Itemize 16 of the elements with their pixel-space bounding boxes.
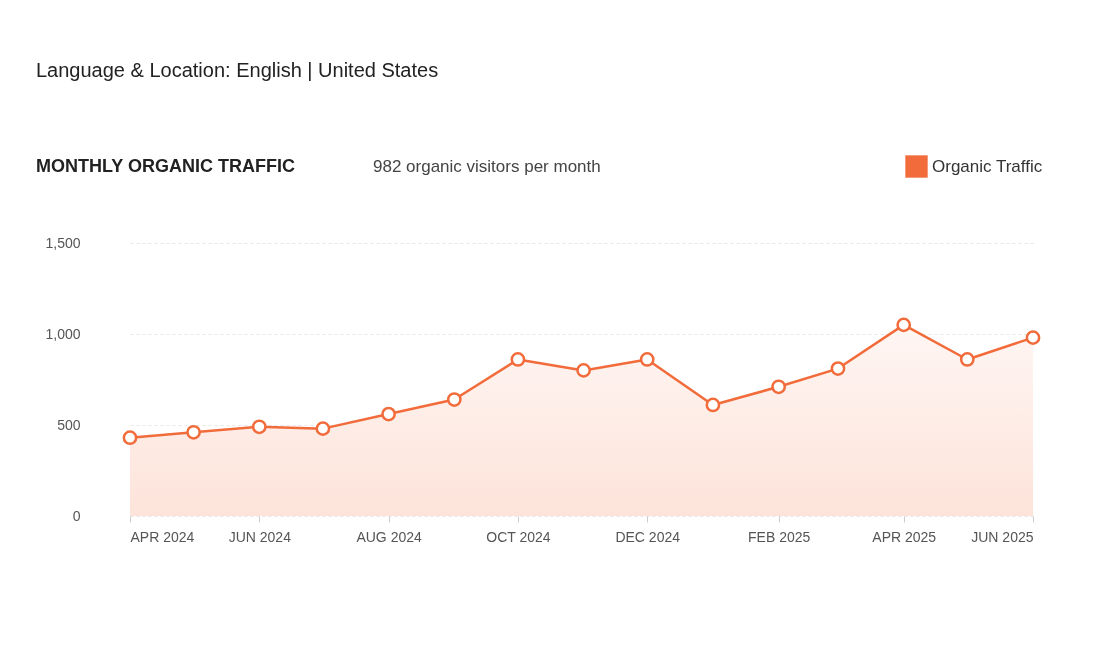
y-tick-label: 0 <box>72 507 81 524</box>
x-tick-label: APR 2024 <box>130 528 195 545</box>
x-tick-label: OCT 2024 <box>486 528 551 545</box>
chart-subtitle: 982 organic visitors per month <box>373 157 601 176</box>
y-tick-label: 1,000 <box>45 325 81 342</box>
x-tick-label: JUN 2025 <box>971 528 1034 545</box>
x-tick-label: FEB 2025 <box>748 528 811 545</box>
x-tick-label: APR 2025 <box>872 528 937 545</box>
legend-label: Organic Traffic <box>932 156 1043 176</box>
x-tick-label: DEC 2024 <box>615 528 681 545</box>
chart-title: MONTHLY ORGANIC TRAFFIC <box>36 156 295 176</box>
text: Language & Location: English | United States <box>36 59 439 81</box>
x-tick-label: JUN 2024 <box>228 528 292 545</box>
y-tick-label: 1,500 <box>45 234 81 251</box>
y-tick-label: 500 <box>57 416 81 433</box>
x-tick-label: AUG 2024 <box>356 528 422 545</box>
